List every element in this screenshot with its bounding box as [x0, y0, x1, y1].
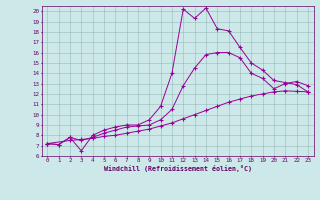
X-axis label: Windchill (Refroidissement éolien,°C): Windchill (Refroidissement éolien,°C): [104, 165, 252, 172]
